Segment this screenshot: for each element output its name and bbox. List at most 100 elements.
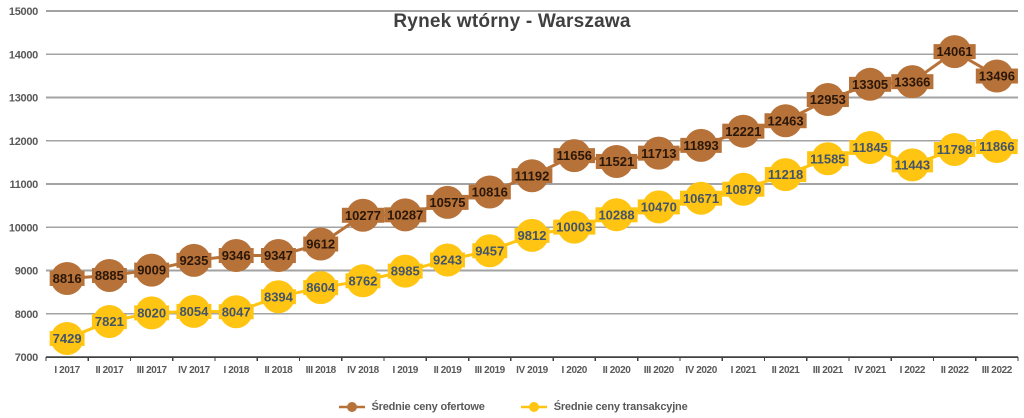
data-point-label: 11866 [979, 139, 1014, 154]
data-point-label: 11443 [895, 157, 930, 172]
data-label-background [514, 227, 550, 243]
data-point-label: 8816 [53, 271, 82, 286]
y-axis-tick-label: 12000 [9, 136, 38, 148]
data-label-background [345, 273, 381, 289]
data-point-label: 8020 [137, 305, 166, 320]
data-label-background [176, 252, 212, 268]
data-label-background [472, 243, 508, 259]
x-axis-tick-label: IV 2017 [178, 365, 211, 376]
data-point-label: 10816 [472, 185, 508, 200]
data-point-label: 12463 [767, 113, 803, 128]
x-axis-tick-label: III 2022 [982, 365, 1013, 376]
data-label-background [638, 145, 680, 161]
data-label-background [387, 263, 423, 279]
data-point-label: 10287 [387, 207, 423, 222]
x-axis-tick-label: III 2017 [137, 365, 168, 376]
chart-title: Rynek wtórny - Warszawa [393, 11, 631, 32]
data-label-background [426, 194, 469, 210]
data-point-label: 12953 [810, 92, 846, 107]
x-axis-tick-label: I 2018 [223, 365, 249, 376]
data-label-background [134, 262, 170, 278]
data-point-label: 12221 [725, 124, 761, 139]
data-point-label: 9346 [222, 248, 251, 263]
data-label-background [933, 44, 976, 60]
data-label-background [260, 247, 296, 263]
data-point-label: 13496 [979, 69, 1015, 84]
data-label-background [303, 236, 339, 252]
x-axis-tick-label: III 2019 [475, 365, 506, 376]
data-label-background [680, 137, 722, 153]
data-label-background [637, 199, 680, 215]
data-label-background [679, 190, 723, 206]
data-label-background [891, 157, 934, 173]
data-point-label: 9235 [179, 253, 208, 268]
data-point-label: 11585 [810, 151, 845, 166]
data-point-label: 8394 [264, 289, 294, 304]
x-axis-tick-label: I 2020 [562, 365, 588, 376]
chart-legend: Średnie ceny ofertowe Średnie ceny trans… [0, 401, 1024, 413]
data-label-background [553, 219, 596, 235]
data-label-background [975, 68, 1018, 84]
x-axis-tick-label: I 2022 [900, 365, 926, 376]
data-point-label: 10288 [598, 207, 634, 222]
data-point-label: 10470 [641, 200, 677, 215]
data-label-background [976, 139, 1018, 155]
data-point-label: 10671 [683, 191, 719, 206]
data-label-background [764, 113, 807, 129]
x-axis-tick-label: IV 2019 [516, 365, 549, 376]
data-label-background [49, 270, 85, 286]
data-point-label: 11845 [852, 140, 887, 155]
x-axis-tick-label: IV 2018 [347, 365, 380, 376]
data-point-label: 14061 [937, 44, 973, 59]
y-axis-tick-label: 8000 [15, 309, 38, 321]
x-axis-tick-label: IV 2021 [854, 365, 887, 376]
x-axis-tick-label: I 2019 [393, 365, 419, 376]
data-label-background [891, 74, 934, 90]
x-axis-tick-label: II 2021 [772, 365, 801, 376]
data-label-background [722, 123, 765, 139]
legend-item-transaction-prices: Średnie ceny transakcyjne [519, 401, 688, 413]
data-point-label: 9243 [433, 253, 462, 268]
legend-label-offer-prices: Średnie ceny ofertowe [371, 401, 485, 413]
data-label-background [764, 167, 807, 183]
data-label-background [468, 184, 511, 200]
data-label-background [595, 153, 638, 169]
data-point-label: 7429 [53, 331, 82, 346]
legend-item-offer-prices: Średnie ceny ofertowe [337, 401, 485, 413]
x-axis-tick-label: II 2018 [265, 365, 294, 376]
data-point-label: 8762 [348, 273, 377, 288]
x-axis-tick-label: I 2021 [731, 365, 757, 376]
data-point-label: 9457 [475, 243, 504, 258]
data-point-label: 10879 [725, 182, 761, 197]
data-label-background [384, 207, 427, 223]
x-axis-tick-label: III 2018 [306, 365, 337, 376]
data-point-label: 13366 [894, 74, 930, 89]
data-point-label: 11713 [641, 146, 676, 161]
data-label-background [849, 139, 891, 155]
y-axis-tick-label: 7000 [15, 352, 38, 364]
x-axis-tick-label: II 2019 [434, 365, 463, 376]
data-point-label: 11798 [937, 142, 972, 157]
data-point-label: 13305 [852, 77, 888, 92]
data-point-label: 7821 [95, 314, 124, 329]
legend-marker-line-dot-icon [338, 402, 365, 412]
data-point-label: 10277 [345, 208, 381, 223]
data-label-background [260, 289, 296, 305]
data-label-background [849, 76, 892, 92]
data-point-label: 9347 [264, 248, 293, 263]
legend-label-transaction-prices: Średnie ceny transakcyjne [553, 401, 688, 413]
data-label-background [553, 148, 595, 164]
data-point-label: 8985 [391, 264, 420, 279]
x-axis-tick-label: I 2017 [54, 365, 80, 376]
data-label-background [218, 248, 254, 264]
x-axis-tick-label: II 2022 [941, 365, 970, 376]
data-label-background [176, 303, 212, 319]
y-axis-tick-label: 11000 [10, 179, 39, 191]
data-label-background [49, 330, 85, 346]
y-axis-tick-label: 14000 [9, 49, 38, 61]
y-axis-tick-label: 13000 [9, 93, 38, 105]
data-label-background [91, 267, 127, 283]
y-axis-tick-label: 9000 [15, 266, 38, 278]
data-point-label: 11893 [683, 138, 718, 153]
